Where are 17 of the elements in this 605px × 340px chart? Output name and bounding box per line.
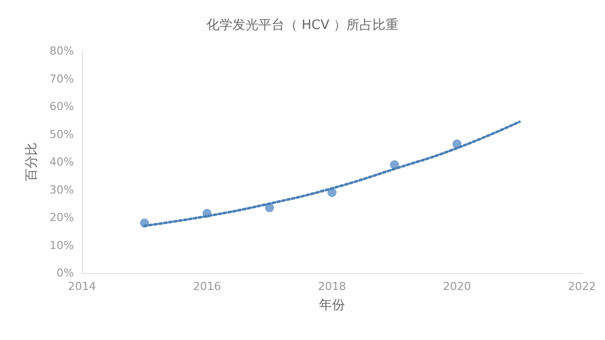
- y-tick-label: 60%: [50, 100, 74, 113]
- y-tick-label: 80%: [50, 44, 74, 58]
- y-tick-label: 10%: [50, 238, 74, 252]
- chart-title: 化学发光平台（ HCV ）所占比重: [206, 18, 399, 33]
- x-tick-label: 2018: [318, 280, 346, 293]
- x-tick-label: 2020: [443, 280, 471, 293]
- y-tick-label: 30%: [50, 183, 74, 196]
- x-tick-label: 2014: [68, 280, 96, 293]
- y-tick-label: 70%: [50, 72, 74, 86]
- x-axis-title: 年份: [319, 298, 345, 313]
- y-axis-title: 百分比: [24, 142, 40, 182]
- x-tick-label: 2022: [568, 280, 596, 293]
- y-tick-label: 20%: [50, 211, 74, 224]
- y-tick-label: 40%: [50, 156, 74, 168]
- y-tick-label: 50%: [50, 128, 74, 141]
- y-tick-label: 0%: [56, 266, 74, 280]
- x-tick-label: 2016: [193, 280, 221, 293]
